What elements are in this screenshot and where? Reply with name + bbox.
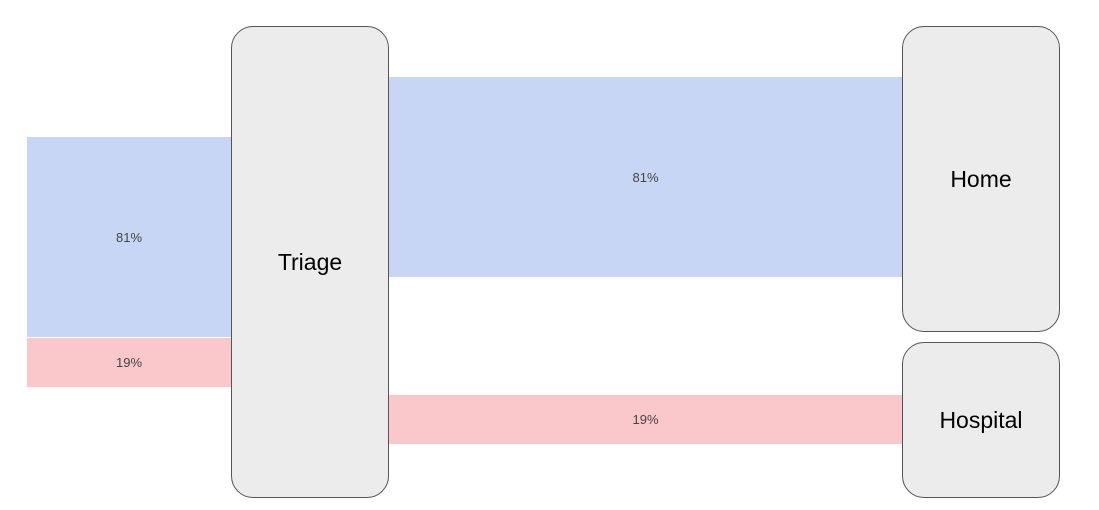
incoming-home-flow: 81% <box>27 137 231 337</box>
triage-to-home-flow: 81% <box>388 77 903 277</box>
triage-node: Triage <box>231 26 389 498</box>
incoming-home-flow-label: 81% <box>115 229 143 245</box>
home-node-label: Home <box>950 165 1012 192</box>
incoming-hospital-flow: 19% <box>27 338 231 387</box>
triage-to-hospital-flow-label: 19% <box>632 412 659 427</box>
triage-node-label: Triage <box>277 248 343 275</box>
hospital-node: Hospital <box>902 342 1060 498</box>
home-node: Home <box>902 26 1060 332</box>
triage-to-hospital-flow: 19% <box>388 395 903 444</box>
incoming-hospital-flow-label: 19% <box>115 355 143 370</box>
hospital-node-label: Hospital <box>939 406 1023 433</box>
triage-to-home-flow-label: 81% <box>632 169 659 185</box>
